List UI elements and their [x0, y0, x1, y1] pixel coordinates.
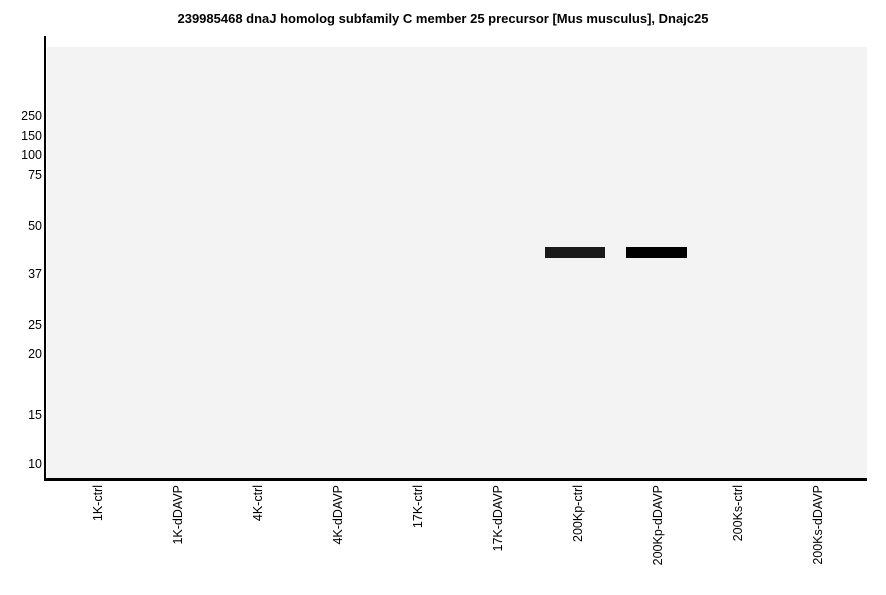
lane-label: 200Kp-ctrl [571, 485, 585, 542]
y-tick-label: 15 [28, 408, 42, 422]
protein-band [545, 247, 605, 258]
y-axis-line [44, 36, 46, 481]
lane-label: 200Ks-dDAVP [811, 485, 825, 565]
y-tick-label: 75 [28, 168, 42, 182]
lane-label: 1K-ctrl [91, 485, 105, 522]
y-tick-label: 25 [28, 318, 42, 332]
y-tick-label: 250 [21, 109, 42, 123]
y-tick-label: 37 [28, 267, 42, 281]
y-tick-label: 20 [28, 347, 42, 361]
lane-label: 200Ks-ctrl [731, 485, 745, 542]
lane-label: 1K-dDAVP [171, 485, 185, 545]
chart-title: 239985468 dnaJ homolog subfamily C membe… [177, 11, 709, 26]
lane-label: 4K-dDAVP [331, 485, 345, 545]
y-tick-label: 10 [28, 457, 42, 471]
lane-label: 17K-dDAVP [491, 485, 505, 552]
x-axis-line [44, 478, 867, 481]
y-tick-label: 50 [28, 219, 42, 233]
protein-band [626, 247, 687, 258]
lane-label: 200Kp-dDAVP [651, 485, 665, 566]
y-tick-label: 100 [21, 148, 42, 162]
plot-area [47, 47, 867, 478]
lane-label: 17K-ctrl [411, 485, 425, 529]
lane-label: 4K-ctrl [251, 485, 265, 522]
y-tick-label: 150 [21, 129, 42, 143]
